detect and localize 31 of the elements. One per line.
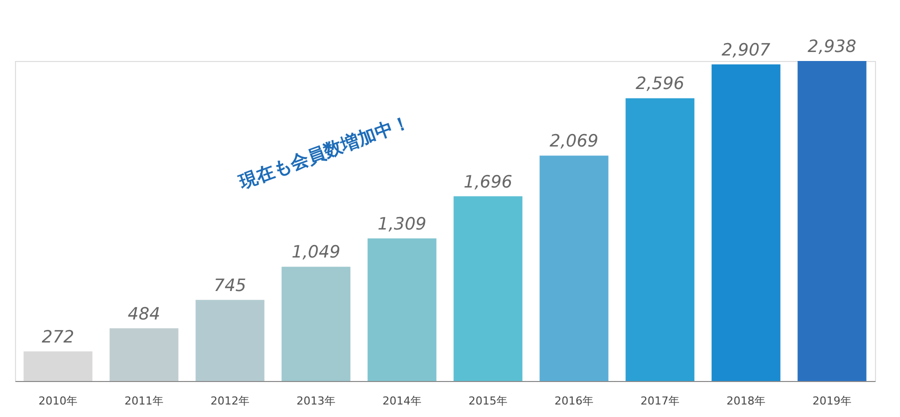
bar — [196, 300, 264, 381]
annotation: 現在も会員数増加中！ — [235, 110, 413, 194]
data-label: 2,907 — [722, 40, 771, 60]
x-tick-label: 2018年 — [726, 394, 766, 408]
data-label: 1,309 — [378, 214, 426, 234]
bar — [454, 196, 522, 381]
data-label: 272 — [42, 327, 74, 348]
x-tick-label: 2012年 — [210, 394, 250, 408]
data-label: 2,596 — [636, 74, 685, 94]
data-label: 2,938 — [808, 37, 857, 57]
data-label: 1,696 — [464, 172, 513, 192]
x-tick-label: 2016年 — [554, 394, 594, 408]
x-tick-label: 2017年 — [640, 394, 680, 408]
bar — [798, 61, 866, 381]
x-tick-label: 2013年 — [296, 394, 336, 408]
x-tick-label: 2011年 — [124, 394, 164, 408]
bar — [110, 328, 178, 381]
bar — [24, 351, 92, 381]
data-label: 1,049 — [292, 242, 340, 263]
x-tick-label: 2019年 — [812, 394, 852, 408]
bar — [368, 238, 436, 381]
data-label: 484 — [128, 304, 160, 324]
bar — [540, 156, 608, 381]
x-tick-label: 2015年 — [468, 394, 508, 408]
x-tick-label: 2014年 — [382, 394, 422, 408]
data-label: 2,069 — [550, 132, 598, 152]
x-tick-label: 2010年 — [38, 394, 78, 408]
bar — [712, 64, 780, 381]
bar — [282, 266, 350, 381]
data-label: 745 — [214, 276, 246, 296]
bar — [626, 98, 694, 381]
